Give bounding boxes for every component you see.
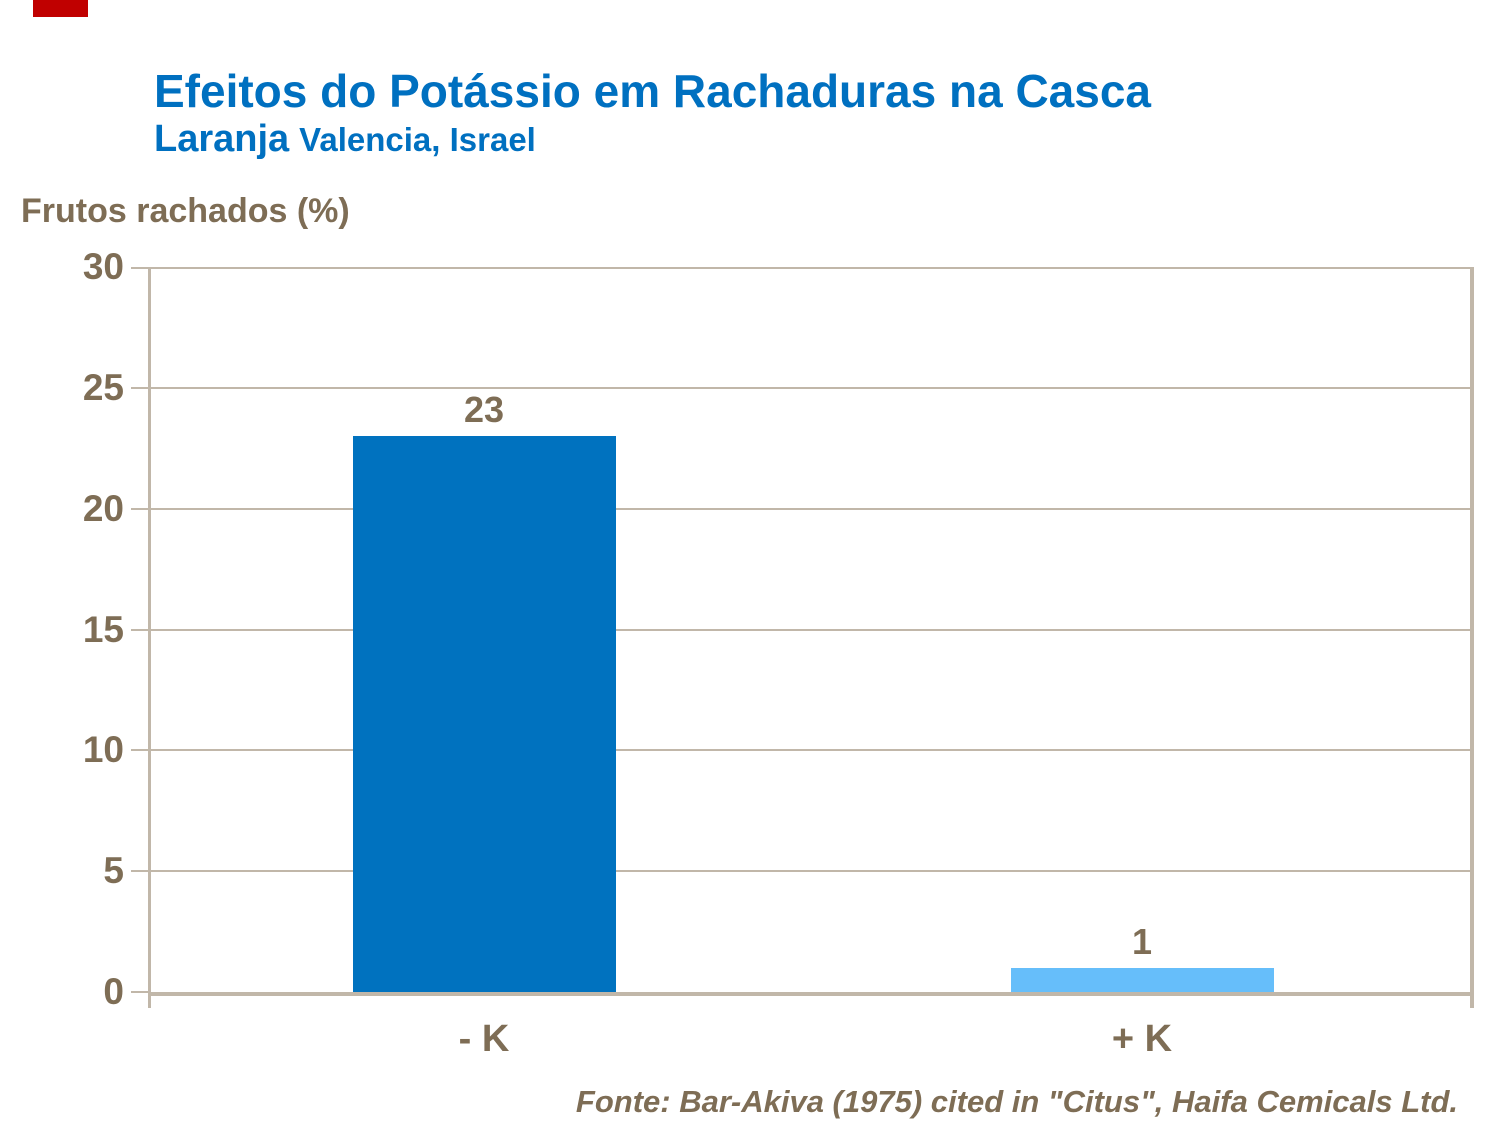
y-tick bbox=[131, 629, 148, 631]
y-tick bbox=[131, 749, 148, 751]
x-axis-line bbox=[148, 992, 1474, 996]
y-tick bbox=[131, 267, 148, 269]
gridline bbox=[151, 749, 1471, 751]
y-tick bbox=[131, 508, 148, 510]
y-tick-label: 0 bbox=[103, 971, 124, 1012]
gridline bbox=[151, 870, 1471, 872]
y-tick-label: 10 bbox=[82, 729, 124, 770]
y-tick-label: 25 bbox=[82, 367, 124, 408]
x-category-label: - K bbox=[458, 1018, 510, 1060]
bar-value-label: 1 bbox=[1131, 921, 1153, 962]
y-tick-label: 15 bbox=[82, 609, 124, 650]
y-tick bbox=[131, 870, 148, 872]
plot-area: 0 5 10 15 20 25 30 23 - K 1 + K bbox=[83, 246, 1474, 1060]
chart-subtitle: Laranja Valencia, Israel bbox=[154, 118, 536, 161]
source-citation: Fonte: Bar-Akiva (1975) cited in "Citus"… bbox=[575, 1084, 1458, 1119]
bar-value-label: 23 bbox=[463, 389, 505, 430]
y-axis-title: Frutos rachados (%) bbox=[21, 192, 350, 230]
chart-title: Efeitos do Potássio em Rachaduras na Cas… bbox=[154, 65, 1152, 117]
x-category-label: + K bbox=[1111, 1018, 1173, 1060]
gridline bbox=[151, 508, 1471, 510]
y-tick-label: 5 bbox=[103, 850, 124, 891]
gridline bbox=[151, 387, 1471, 389]
y-tick-label: 30 bbox=[82, 246, 124, 287]
y-axis-line bbox=[148, 267, 151, 1008]
plot-top-border bbox=[148, 267, 1474, 269]
bar-minus-k bbox=[352, 436, 616, 992]
y-tick bbox=[131, 991, 148, 993]
y-tick bbox=[131, 387, 148, 389]
bar-plus-k bbox=[1010, 968, 1274, 992]
y-tick-label: 20 bbox=[82, 488, 124, 529]
subtitle-secondary: Valencia, Israel bbox=[299, 121, 536, 158]
gridline bbox=[151, 629, 1471, 631]
subtitle-primary: Laranja bbox=[154, 118, 290, 160]
red-corner-accent-mark bbox=[33, 0, 88, 17]
plot-right-border bbox=[1470, 267, 1474, 1008]
